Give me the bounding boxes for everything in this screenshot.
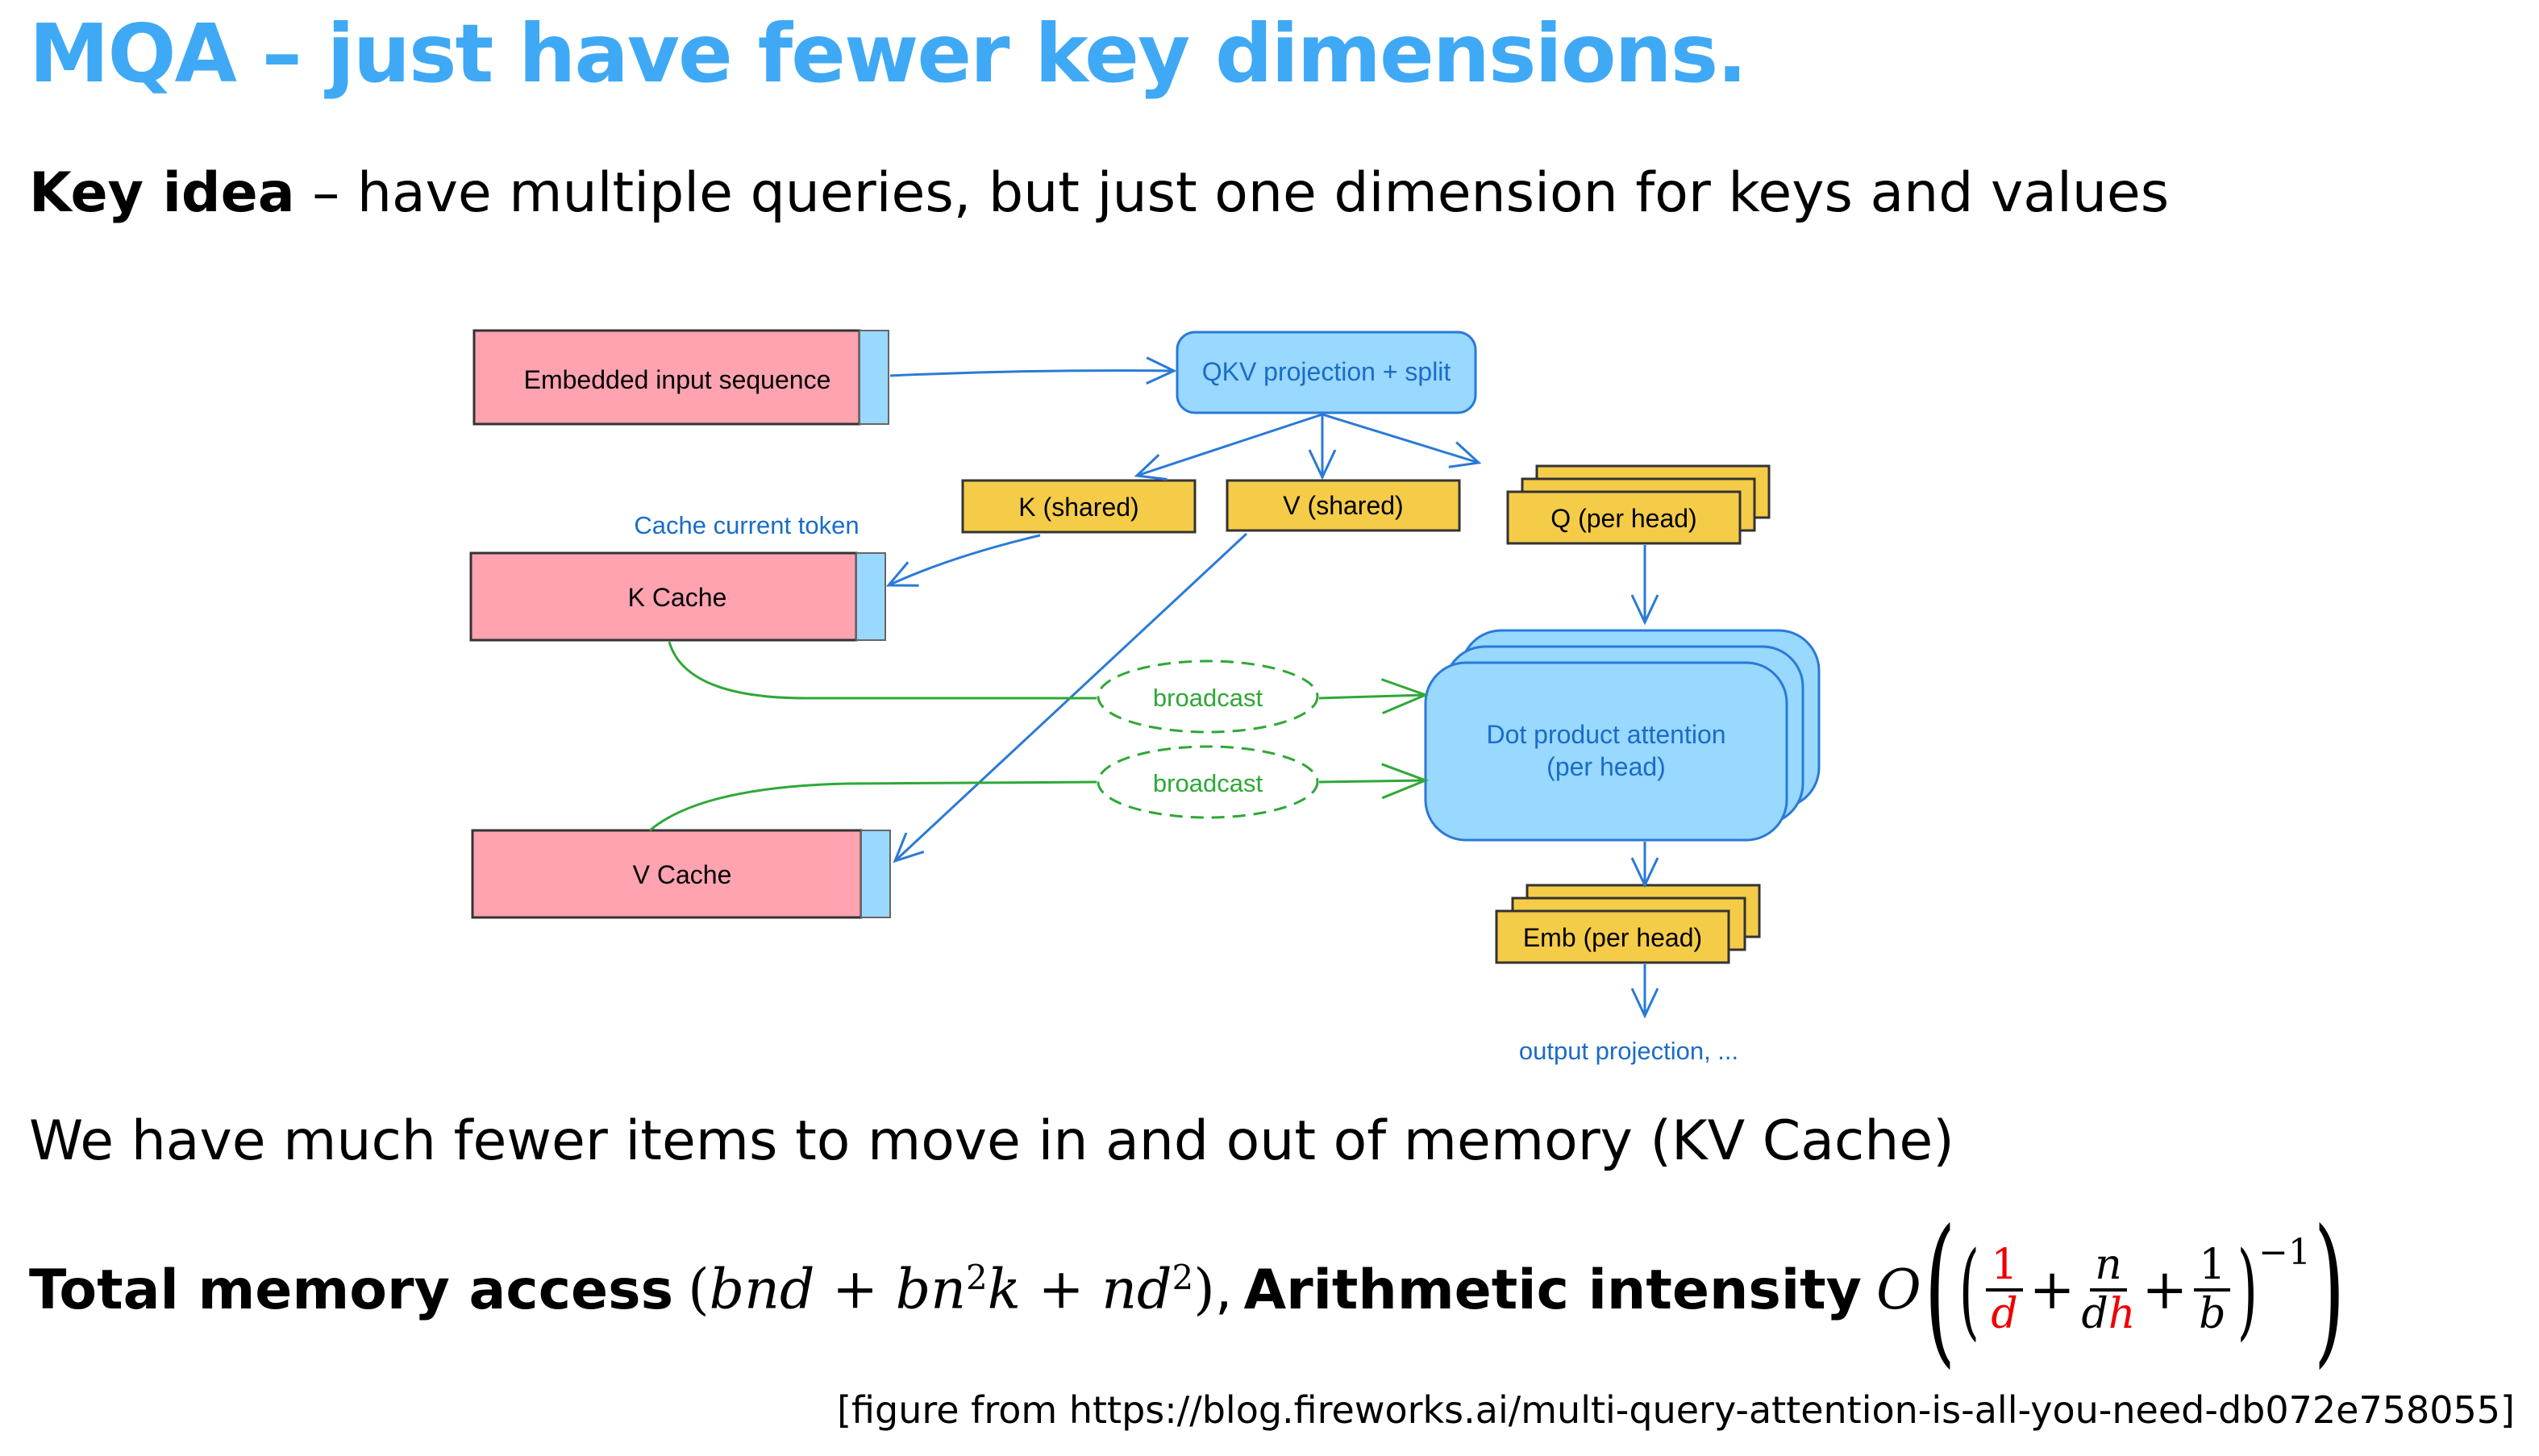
v-shared-label: V (shared) bbox=[1283, 491, 1403, 520]
v-shared-box: V (shared) bbox=[1226, 479, 1461, 532]
emb-per-head-label: Emb (per head) bbox=[1523, 923, 1702, 952]
k-cache-box: K Cache bbox=[469, 551, 886, 642]
term: bn bbox=[895, 1258, 967, 1322]
slide-title: MQA – just have fewer key dimensions. bbox=[29, 6, 1747, 101]
emb-per-head-stack: Emb (per head) bbox=[1495, 884, 1761, 964]
fraction-n-over-dh: n dh bbox=[2081, 1240, 2136, 1338]
dot-product-attention-stack: Dot product attention (per head) bbox=[1424, 629, 1821, 842]
key-idea-label: Key idea bbox=[29, 161, 295, 225]
exponent: −1 bbox=[2258, 1232, 2312, 1273]
k-shared-box: K (shared) bbox=[961, 479, 1197, 534]
broadcast-paths bbox=[649, 641, 1426, 832]
total-memory-expression: (bnd + bn2k + nd2), bbox=[688, 1258, 1232, 1322]
k-shared-label: K (shared) bbox=[1018, 493, 1138, 522]
key-idea-text: – have multiple queries, but just one di… bbox=[294, 161, 2170, 225]
term: bnd bbox=[709, 1258, 815, 1322]
paren: ( bbox=[688, 1258, 710, 1322]
term: nd bbox=[1101, 1258, 1172, 1322]
cache-current-token-label: Cache current token bbox=[634, 511, 859, 539]
broadcast-label-2: broadcast bbox=[1153, 769, 1263, 797]
v-cache-box: V Cache bbox=[471, 829, 891, 919]
output-projection-label: output projection, ... bbox=[1519, 1037, 1738, 1065]
term: k bbox=[987, 1258, 1021, 1322]
broadcast-label-1: broadcast bbox=[1153, 684, 1263, 712]
q-per-head-stack: Q (per head) bbox=[1506, 464, 1771, 545]
dot-product-label-1: Dot product attention bbox=[1486, 720, 1725, 749]
embedded-input-box: Embedded input sequence bbox=[472, 329, 889, 426]
plus: + bbox=[814, 1258, 896, 1322]
key-idea-line: Key idea – have multiple queries, but ju… bbox=[29, 161, 2169, 225]
plus: + bbox=[1021, 1258, 1102, 1322]
dot-product-label-2: (per head) bbox=[1546, 752, 1666, 781]
q-per-head-label: Q (per head) bbox=[1550, 504, 1696, 533]
v-cache-label: V Cache bbox=[633, 860, 732, 889]
qkv-projection-box: QKV projection + split bbox=[1176, 331, 1477, 414]
k-cache-label: K Cache bbox=[628, 583, 727, 612]
qkv-label: QKV projection + split bbox=[1202, 357, 1451, 386]
figure-citation: [figure from https://blog.fireworks.ai/m… bbox=[837, 1388, 2515, 1432]
paren: ) bbox=[1193, 1258, 1215, 1322]
formula-line: Total memory access (bnd + bn2k + nd2), … bbox=[29, 1209, 2348, 1371]
arithmetic-intensity-label: Arithmetic intensity bbox=[1243, 1258, 1862, 1322]
big-o: O bbox=[1875, 1258, 1921, 1322]
embedded-input-label: Embedded input sequence bbox=[524, 365, 831, 394]
comma: , bbox=[1214, 1258, 1233, 1322]
total-memory-label: Total memory access bbox=[29, 1258, 674, 1322]
exponent: 2 bbox=[966, 1258, 988, 1298]
fewer-items-line: We have much fewer items to move in and … bbox=[29, 1109, 1954, 1173]
exponent: 2 bbox=[1172, 1258, 1194, 1298]
plus: + bbox=[2029, 1258, 2075, 1322]
plus: + bbox=[2142, 1258, 2188, 1322]
